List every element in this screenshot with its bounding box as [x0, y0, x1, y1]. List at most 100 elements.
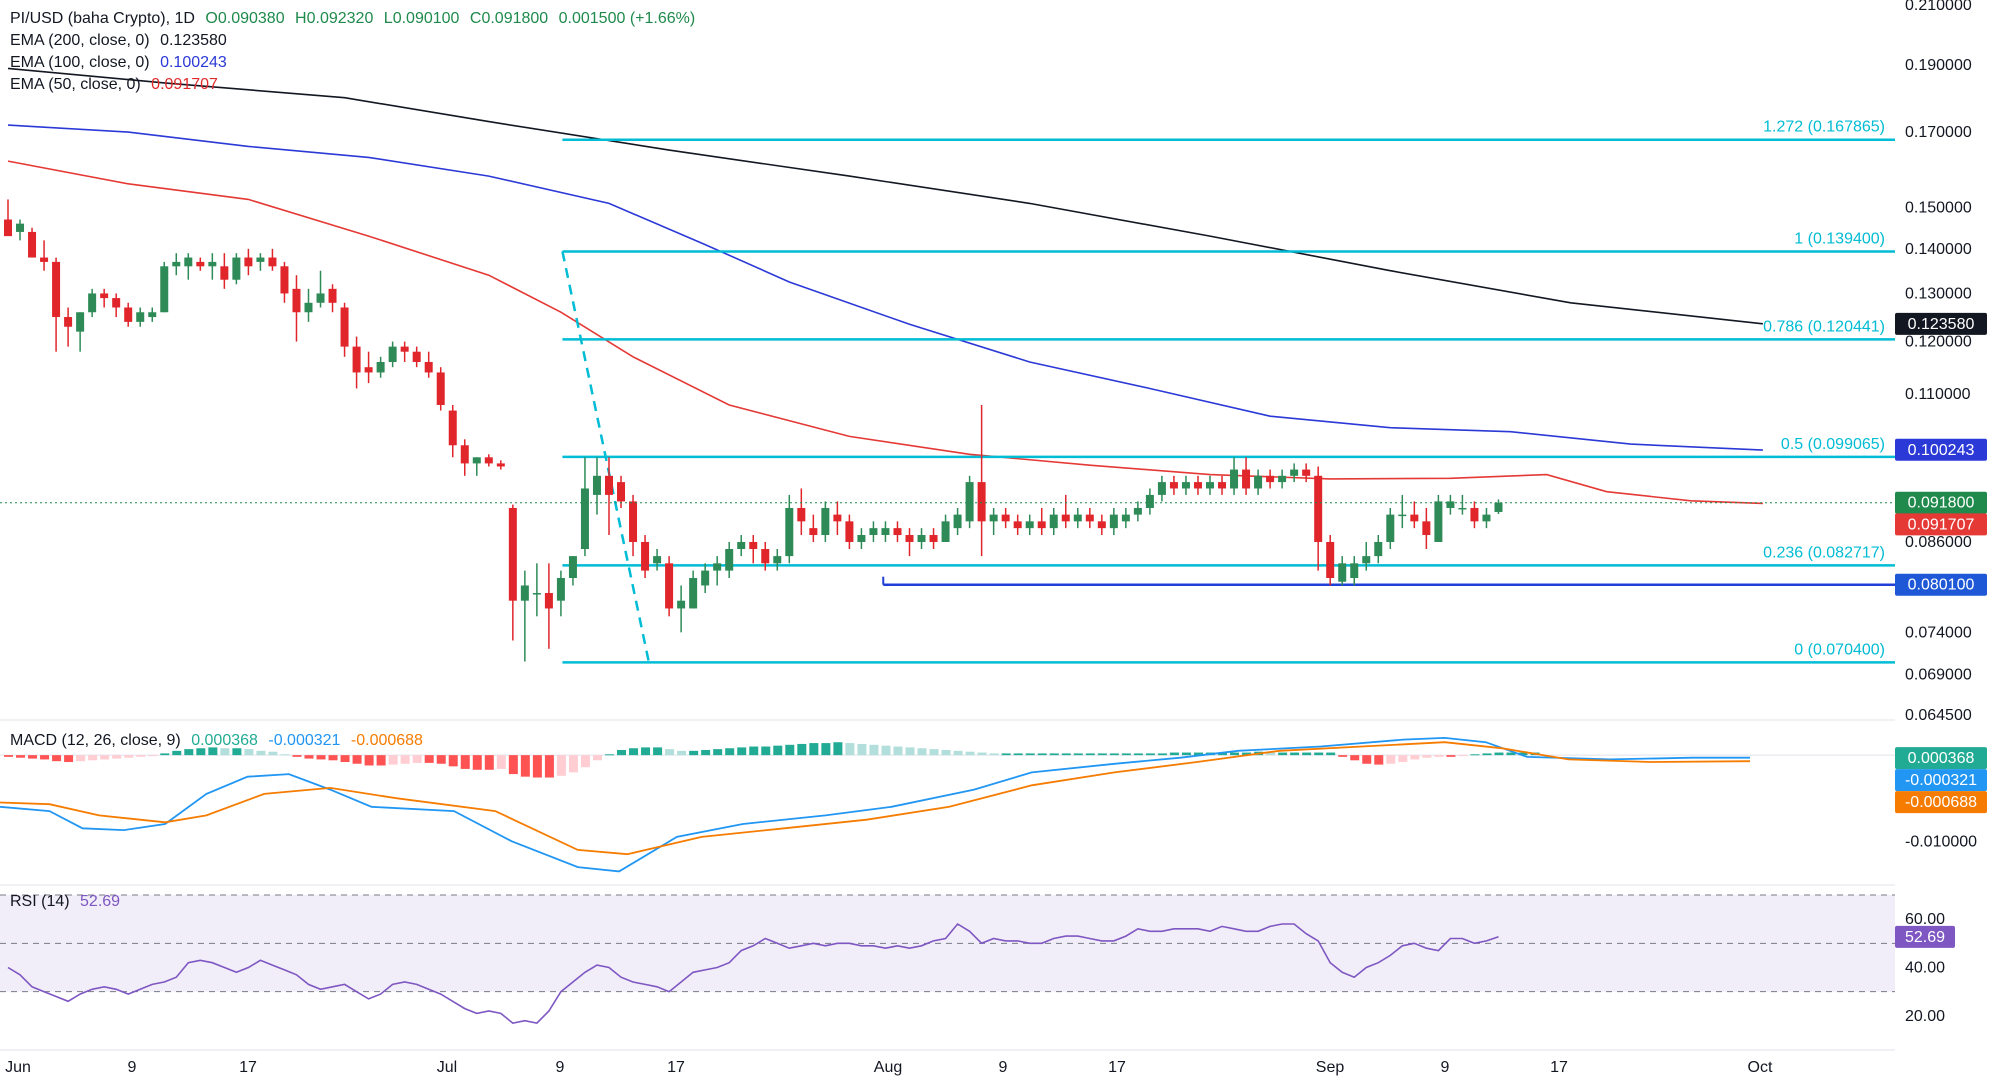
price-axis-badge-text: 0.091800: [1908, 495, 1975, 512]
macd-histogram-bar: [869, 744, 879, 756]
candle-body: [1446, 501, 1455, 508]
macd-histogram-bar: [1386, 755, 1396, 764]
candle-body: [124, 307, 133, 322]
macd-line: [0, 736, 1750, 873]
candle-body: [304, 302, 313, 313]
candle-body: [580, 488, 589, 550]
macd-histogram-bar: [40, 755, 50, 760]
macd-histogram-bar: [4, 755, 13, 757]
macd-histogram-bar: [1266, 752, 1276, 756]
candle-body: [220, 266, 229, 280]
macd-histogram-bar: [1458, 755, 1468, 757]
candle-body: [340, 307, 349, 347]
ohlc-high: H0.092320: [295, 10, 374, 27]
candle-body: [677, 600, 686, 609]
macd-axis-badge-text: -0.000688: [1905, 794, 1977, 811]
rsi-axis-badge-text: 52.69: [1905, 929, 1945, 946]
macd-histogram-bar: [809, 743, 819, 756]
candle-body: [821, 507, 830, 536]
candle-body: [544, 593, 553, 609]
candle-body: [184, 257, 193, 267]
rsi-tick-label: 60.00: [1905, 911, 1945, 928]
macd-histogram-bar: [352, 755, 362, 764]
macd-axis-badge-text: -0.000321: [1905, 772, 1977, 789]
macd-histogram-bar: [52, 755, 62, 762]
macd-histogram-bar: [1302, 752, 1312, 756]
candle-body: [316, 293, 325, 303]
macd-histogram-bar: [941, 749, 951, 756]
macd-histogram-bar: [304, 755, 314, 759]
macd-axis-badge: [1895, 769, 1987, 792]
macd-histogram-bar: [184, 749, 194, 756]
macd-histogram-bar: [124, 755, 134, 758]
macd-histogram-bar: [689, 750, 699, 756]
candle-body: [256, 257, 265, 262]
macd-histogram-bar: [725, 748, 735, 756]
candle-body: [568, 556, 577, 578]
ema100-line: [7, 124, 1763, 451]
rsi-line: [7, 922, 1499, 1024]
macd-histogram-bar: [556, 755, 566, 776]
candle-body: [88, 293, 97, 313]
macd-histogram-bar: [508, 755, 518, 775]
macd-histogram-bar: [580, 755, 590, 768]
price-tick-label: 0.120000: [1905, 334, 1972, 351]
symbol-legend[interactable]: PI/USD (baha Crypto), 1D O0.090380 H0.09…: [10, 10, 701, 28]
ema100-legend[interactable]: EMA (100, close, 0) 0.100243: [10, 54, 233, 72]
candle-body: [100, 293, 109, 299]
macd-histogram-bar: [833, 742, 843, 756]
macd-histogram-bar: [388, 755, 398, 765]
price-pane[interactable]: 1.272 (0.167865) 1 (0.139400) 0.786 (0.120…: [0, 67, 1895, 664]
macd-histogram-bar: [1290, 752, 1300, 756]
price-axis-badge: [1895, 438, 1987, 461]
macd-histogram-bar: [1314, 752, 1324, 756]
rsi-label: RSI (14): [10, 893, 70, 910]
candle-body: [1266, 475, 1275, 483]
candle-body: [4, 219, 12, 237]
candle-body: [881, 528, 890, 536]
price-axis-badge-text: 0.091707: [1908, 516, 1975, 533]
macd-histogram-bar: [268, 751, 278, 756]
candle-body: [64, 317, 73, 327]
candle-body: [1422, 521, 1431, 536]
macd-signal-line: [0, 741, 1751, 856]
candle-body: [484, 457, 493, 464]
candle-body: [352, 346, 361, 373]
macd-histogram-bar: [1085, 753, 1095, 756]
candle-body: [1061, 514, 1070, 522]
macd-legend[interactable]: MACD (12, 26, close, 9) 0.000368 -0.0003…: [10, 732, 429, 750]
macd-histogram-bar: [641, 747, 651, 756]
candle-body: [641, 541, 650, 571]
rsi-legend[interactable]: RSI (14) 52.69: [10, 893, 126, 911]
candle-body: [665, 563, 674, 609]
macd-histogram-bar: [929, 749, 939, 756]
candle-body: [28, 231, 37, 258]
time-tick-label: 9: [999, 1059, 1008, 1076]
ema200-legend[interactable]: EMA (200, close, 0) 0.123580: [10, 32, 233, 50]
candle-body: [953, 514, 962, 529]
macd-histogram-bar: [1037, 753, 1047, 756]
ema50-legend[interactable]: EMA (50, close, 0) 0.091707: [10, 76, 224, 94]
candle-body: [328, 288, 337, 303]
macd-pane[interactable]: [0, 736, 1895, 873]
price-tick-label: 0.110000: [1905, 386, 1971, 403]
macd-histogram-bar: [1013, 753, 1023, 756]
macd-histogram-bar: [316, 755, 326, 760]
macd-histogram-bar: [1121, 753, 1131, 756]
candle-body: [737, 541, 746, 550]
macd-histogram-bar: [1434, 755, 1444, 757]
price-axis-badge-text: 0.100243: [1908, 442, 1975, 459]
candle-body: [833, 514, 842, 522]
ohlc-close: C0.091800: [469, 10, 549, 27]
candle-body: [689, 577, 698, 609]
fib-level-label: 0.5 (0.099065): [1781, 436, 1885, 453]
rsi-pane[interactable]: [0, 894, 1895, 1024]
macd-histogram-bar: [448, 755, 458, 767]
macd-histogram-bar: [364, 755, 374, 766]
macd-histogram-bar: [701, 749, 711, 756]
macd-histogram-bar: [1073, 753, 1083, 756]
macd-histogram-bar: [1169, 752, 1179, 756]
candle-body: [989, 514, 998, 522]
